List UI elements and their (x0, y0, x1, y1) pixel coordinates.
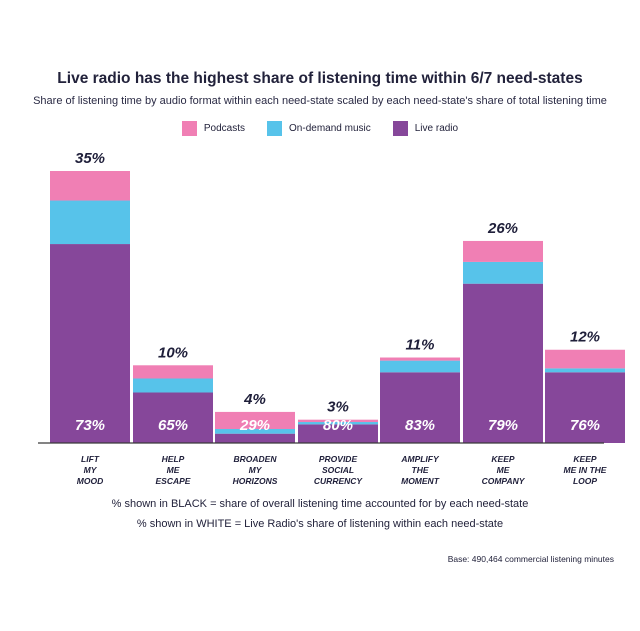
bar-on-demand-music-7 (545, 368, 625, 373)
category-label-6-line-3: COMPANY (482, 476, 526, 486)
bar-live-radio-2 (133, 392, 213, 443)
chart-subtitle: Share of listening time by audio format … (33, 95, 607, 107)
category-label-7-line-2: ME IN THE (564, 465, 607, 475)
bar-live-radio-5 (380, 372, 460, 443)
category-label-2-line-1: HELP (162, 454, 185, 464)
category-label-4-line-2: SOCIAL (322, 465, 354, 475)
legend-item-live-radio: Live radio (392, 121, 459, 136)
bar-live-radio-1 (50, 244, 130, 443)
live-radio-share-label-3: 29% (239, 417, 270, 434)
legend: Podcasts On-demand music Live radio (0, 121, 640, 136)
category-label-6-line-2: ME (497, 465, 510, 475)
stacked-bar-chart: 35%73%LIFTMYMOOD10%65%HELPMEESCAPE4%29%B… (38, 150, 625, 486)
category-label-3-line-1: BROADEN (234, 454, 278, 464)
category-label-5-line-3: MOMENT (401, 476, 440, 486)
category-label-1-line-1: LIFT (81, 454, 100, 464)
category-label-3-line-3: HORIZONS (233, 476, 278, 486)
chart-title: Live radio has the highest share of list… (57, 70, 583, 87)
bar-on-demand-music-4 (298, 422, 378, 425)
base-note: Base: 490,464 commercial listening minut… (447, 554, 614, 564)
bar-podcasts-6 (463, 240, 543, 262)
category-label-1-line-2: MY (84, 465, 98, 475)
live-radio-share-label-1: 73% (75, 417, 105, 434)
live-radio-share-label-5: 83% (405, 417, 435, 434)
total-label-2: 10% (158, 344, 188, 361)
note-black-percent: % shown in BLACK = share of overall list… (111, 498, 529, 510)
category-label-2-line-2: ME (167, 465, 180, 475)
category-label-2-line-3: ESCAPE (156, 476, 191, 486)
bar-podcasts-7 (545, 349, 625, 369)
live-radio-share-label-7: 76% (570, 417, 600, 434)
category-label-7-line-3: LOOP (573, 476, 597, 486)
bar-podcasts-5 (380, 357, 460, 361)
live-radio-share-label-6: 79% (488, 417, 518, 434)
bar-live-radio-6 (463, 283, 543, 443)
category-label-3-line-2: MY (249, 465, 263, 475)
bar-on-demand-music-3 (215, 429, 295, 434)
bar-podcasts-2 (133, 365, 213, 379)
legend-swatch-on-demand-music (267, 121, 283, 136)
total-label-3: 4% (243, 391, 266, 408)
legend-swatch-podcasts (181, 121, 197, 136)
total-label-4: 3% (327, 399, 349, 416)
category-label-7-line-1: KEEP (573, 454, 596, 464)
bar-podcasts-1 (50, 171, 130, 201)
bar-on-demand-music-2 (133, 378, 213, 393)
legend-item-on-demand-music: On-demand music (267, 121, 371, 136)
bar-live-radio-7 (545, 372, 625, 443)
bar-on-demand-music-6 (463, 261, 543, 284)
bar-live-radio-4 (298, 424, 378, 443)
total-label-7: 12% (570, 329, 600, 346)
note-white-percent: % shown in WHITE = Live Radio's share of… (136, 518, 504, 530)
live-radio-share-label-2: 65% (158, 417, 188, 434)
category-label-6-line-1: KEEP (491, 454, 514, 464)
total-label-5: 11% (406, 337, 435, 354)
category-label-5-line-2: THE (412, 465, 429, 475)
total-label-1: 35% (75, 150, 105, 167)
category-label-4-line-1: PROVIDE (319, 454, 358, 464)
bar-on-demand-music-5 (380, 360, 460, 373)
category-label-4-line-3: CURRENCY (314, 476, 364, 486)
category-label-5-line-1: AMPLIFY (400, 454, 440, 464)
legend-label-on-demand-music: On-demand music (289, 123, 371, 134)
total-label-6: 26% (487, 220, 518, 237)
legend-item-podcasts: Podcasts (181, 121, 246, 136)
legend-swatch-live-radio (392, 121, 408, 136)
live-radio-share-label-4: 80% (323, 417, 353, 434)
category-label-1-line-3: MOOD (77, 476, 103, 486)
bar-live-radio-3 (215, 433, 295, 443)
legend-label-podcasts: Podcasts (203, 123, 246, 134)
bar-podcasts-4 (298, 419, 378, 423)
legend-label-live-radio: Live radio (414, 123, 459, 134)
bar-podcasts-3 (215, 411, 295, 430)
bar-on-demand-music-1 (50, 200, 130, 245)
